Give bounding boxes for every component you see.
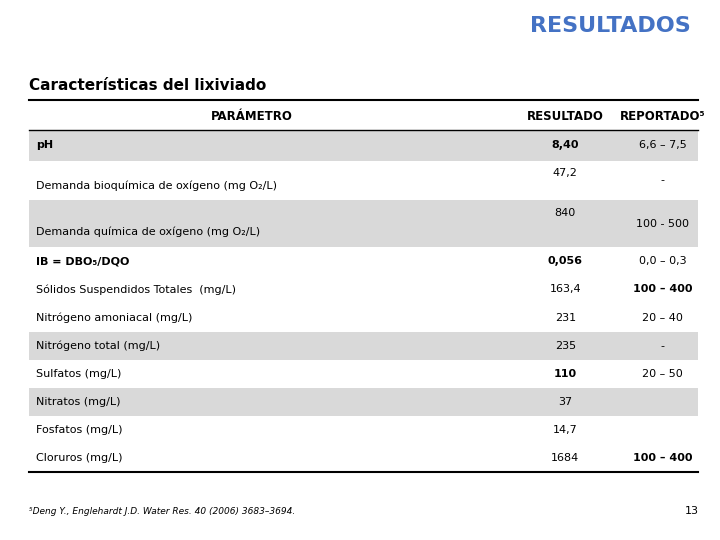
Text: 100 – 400: 100 – 400	[633, 453, 692, 463]
Text: 20 – 50: 20 – 50	[642, 369, 683, 379]
FancyBboxPatch shape	[29, 130, 698, 161]
Text: 8,40: 8,40	[552, 140, 579, 150]
Text: RESULTADO: RESULTADO	[527, 110, 603, 123]
Text: Cloruros (mg/L): Cloruros (mg/L)	[36, 453, 122, 463]
Text: IB = DBO₅/DQO: IB = DBO₅/DQO	[36, 256, 130, 266]
Text: 840: 840	[554, 208, 576, 218]
Text: RESULTADOS: RESULTADOS	[531, 16, 691, 36]
Text: Sólidos Suspendidos Totales  (mg/L): Sólidos Suspendidos Totales (mg/L)	[36, 284, 236, 295]
Text: ⁵Deng Y., Englehardt J.D. Water Res. 40 (2006) 3683–3694.: ⁵Deng Y., Englehardt J.D. Water Res. 40 …	[29, 507, 295, 516]
Text: 100 – 400: 100 – 400	[633, 285, 692, 294]
Text: 110: 110	[554, 369, 577, 379]
Text: 1684: 1684	[551, 453, 580, 463]
Text: Fosfatos (mg/L): Fosfatos (mg/L)	[36, 425, 122, 435]
Text: 100 - 500: 100 - 500	[636, 219, 689, 228]
Text: Nitratos (mg/L): Nitratos (mg/L)	[36, 397, 120, 407]
Text: 6,6 – 7,5: 6,6 – 7,5	[639, 140, 686, 150]
Text: 0,056: 0,056	[548, 256, 582, 266]
Text: 13: 13	[685, 505, 698, 516]
Text: Nitrógeno amoniacal (mg/L): Nitrógeno amoniacal (mg/L)	[36, 312, 192, 323]
Text: -: -	[660, 176, 665, 185]
Text: Nitrógeno total (mg/L): Nitrógeno total (mg/L)	[36, 340, 160, 351]
Text: PARÁMETRO: PARÁMETRO	[211, 110, 293, 123]
Text: 0,0 – 0,3: 0,0 – 0,3	[639, 256, 686, 266]
FancyBboxPatch shape	[29, 332, 698, 360]
Text: 235: 235	[554, 341, 576, 350]
Text: 163,4: 163,4	[549, 285, 581, 294]
FancyBboxPatch shape	[29, 200, 698, 247]
Text: 20 – 40: 20 – 40	[642, 313, 683, 322]
Text: 231: 231	[554, 313, 576, 322]
Text: -: -	[660, 341, 665, 350]
Text: 37: 37	[558, 397, 572, 407]
Text: Sulfatos (mg/L): Sulfatos (mg/L)	[36, 369, 122, 379]
FancyBboxPatch shape	[29, 388, 698, 416]
Text: Demanda química de oxígeno (mg O₂/L): Demanda química de oxígeno (mg O₂/L)	[36, 227, 260, 238]
Text: 14,7: 14,7	[553, 425, 577, 435]
Text: Características del lixiviado: Características del lixiviado	[29, 78, 266, 93]
Text: 47,2: 47,2	[553, 167, 577, 178]
Text: Demanda bioquímica de oxígeno (mg O₂/L): Demanda bioquímica de oxígeno (mg O₂/L)	[36, 181, 277, 192]
Text: pH: pH	[36, 140, 53, 150]
Text: REPORTADO⁵: REPORTADO⁵	[620, 110, 705, 123]
